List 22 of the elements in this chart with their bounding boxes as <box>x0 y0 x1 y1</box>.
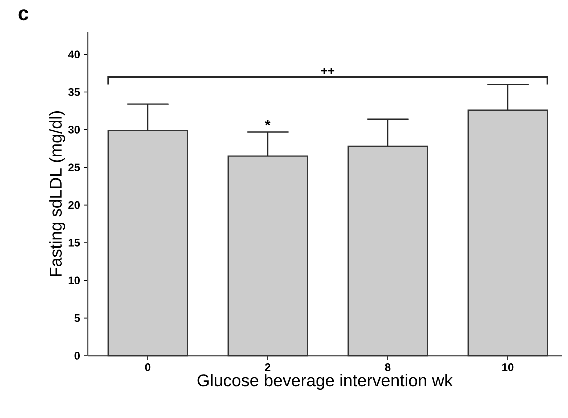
y-tick-label: 0 <box>74 352 80 360</box>
y-tick-label: 40 <box>68 50 80 59</box>
x-tick-label: 2 <box>265 364 271 372</box>
y-tick-label: 25 <box>68 164 80 172</box>
bar <box>468 110 548 357</box>
x-tick-label: 8 <box>385 364 391 372</box>
x-tick-label: 10 <box>502 364 514 372</box>
x-tick-label: 0 <box>145 364 151 372</box>
y-tick-label: 30 <box>68 126 80 134</box>
y-tick-label: 5 <box>74 314 80 322</box>
y-axis-title: Fasting sdLDL (mg/dl) <box>50 111 66 276</box>
y-tick-label: 15 <box>68 239 80 247</box>
bar <box>108 130 188 357</box>
annotation: ++ <box>321 68 335 74</box>
x-axis-title: Glucose beverage intervention wk <box>198 374 454 390</box>
annotation: * <box>265 120 271 126</box>
bar <box>228 156 308 357</box>
bar <box>348 146 428 357</box>
y-tick-label: 20 <box>68 201 80 210</box>
y-tick-label: 35 <box>68 88 80 96</box>
text: c <box>18 10 29 21</box>
y-tick-label: 10 <box>68 276 80 285</box>
